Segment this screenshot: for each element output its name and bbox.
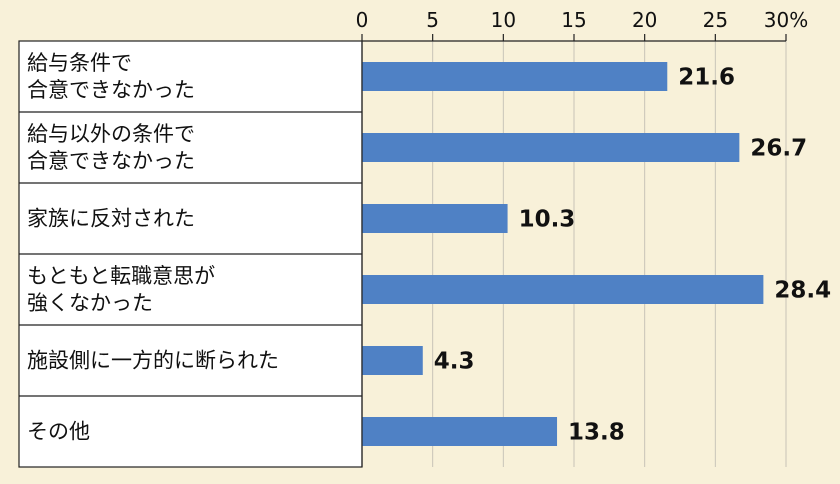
value-label: 28.4: [774, 278, 831, 304]
category-label: 給与条件で合意できなかった: [27, 51, 195, 102]
tick-label: 25: [703, 8, 728, 32]
tick-label: 0: [356, 8, 369, 32]
category-label: 給与以外の条件で合意できなかった: [27, 122, 195, 173]
category-label: 家族に反対された: [27, 207, 195, 231]
tick-label: 30%: [764, 8, 808, 32]
category-label: もともと転職意思が強くなかった: [27, 264, 215, 315]
bar: [362, 346, 423, 375]
bar: [362, 133, 740, 162]
tick-label: 15: [561, 8, 586, 32]
bar: [362, 417, 558, 446]
category-label: その他: [27, 420, 90, 444]
tick-label: 20: [632, 8, 657, 32]
value-label: 10.3: [519, 207, 576, 233]
value-label: 21.6: [678, 65, 735, 91]
bar: [362, 275, 764, 304]
category-label: 施設側に一方的に断られた: [27, 349, 279, 373]
bar: [362, 62, 668, 91]
tick-label: 5: [426, 8, 439, 32]
value-label: 26.7: [750, 136, 807, 162]
tick-label: 10: [491, 8, 516, 32]
value-label: 13.8: [568, 420, 625, 446]
bar: [362, 204, 508, 233]
value-label: 4.3: [434, 349, 475, 375]
